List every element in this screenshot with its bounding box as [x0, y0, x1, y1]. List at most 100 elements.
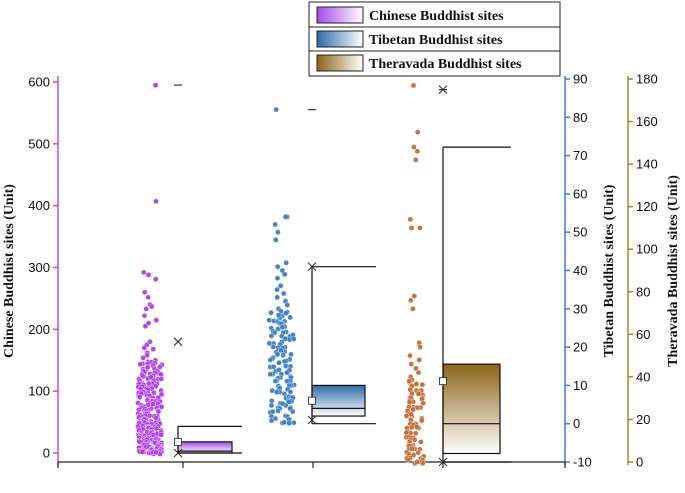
data-point [140, 373, 146, 380]
data-point [413, 381, 420, 387]
data-point [143, 306, 149, 312]
data-point [141, 345, 148, 351]
data-point [284, 302, 291, 308]
data-point [267, 357, 274, 363]
legend: Chinese Buddhist sites Tibetan Buddhist s… [308, 1, 561, 77]
data-point [274, 275, 281, 282]
legend-swatch [316, 30, 364, 48]
data-point [277, 282, 284, 289]
data-point [148, 303, 155, 310]
data-point [417, 225, 423, 231]
data-point [414, 129, 421, 135]
data-point [155, 408, 162, 415]
data-point [273, 106, 280, 113]
data-point [139, 449, 146, 455]
data-point [278, 347, 284, 354]
mean-marker [439, 377, 447, 386]
percentile-marker [173, 448, 183, 458]
data-point [140, 354, 146, 361]
data-point [137, 361, 143, 368]
data-point [407, 352, 413, 359]
right-axis-theravada-tick-label: 140 [636, 157, 658, 172]
data-point [414, 148, 421, 155]
left-axis-tick-label: 300 [28, 260, 50, 275]
right-axis-theravada-tick-label: 60 [636, 327, 650, 342]
legend-label: Theravada Buddhist sites [369, 57, 522, 72]
right-axis-theravada-tick-label: 180 [636, 72, 658, 87]
data-point [287, 388, 294, 395]
data-point [281, 271, 288, 278]
data-point [290, 336, 297, 342]
data-point [286, 399, 292, 405]
data-point [267, 371, 274, 378]
data-point [276, 360, 282, 366]
data-point [136, 394, 143, 401]
legend-label: Chinese Buddhist sites [369, 9, 504, 24]
data-point [279, 324, 286, 331]
data-point [411, 293, 418, 299]
box [442, 363, 501, 455]
right-axis-tibetan-tick-label: 10 [573, 378, 587, 393]
right-axis-tibetan-tick-label: 90 [573, 72, 587, 87]
data-point [272, 237, 279, 243]
data-point [286, 420, 292, 426]
data-point [274, 351, 281, 358]
data-point [411, 436, 418, 443]
data-point [410, 305, 416, 312]
left-axis-title: Chinese Buddhist sites (Unit) [2, 184, 17, 358]
right-axis-tibetan-tick-label: -10 [573, 455, 592, 470]
data-point [272, 378, 279, 384]
legend-swatch [316, 6, 364, 24]
data-point [140, 269, 147, 276]
series-chinese [135, 82, 242, 458]
right-axis-tibetan-tick-label: 30 [573, 301, 587, 316]
data-point [266, 340, 273, 347]
left-axis-tick-label: 0 [43, 446, 50, 461]
data-point [269, 408, 276, 415]
right-axis-theravada-tick-label: 100 [636, 242, 658, 257]
data-point [415, 369, 422, 376]
box [311, 384, 366, 417]
right-axis-theravada-tick-label: 80 [636, 284, 650, 299]
data-point [280, 352, 286, 359]
data-point [408, 411, 415, 418]
series-tibetan [266, 106, 376, 426]
data-point [279, 400, 286, 407]
data-point [158, 431, 164, 438]
left-axis-tick-label: 100 [28, 384, 50, 399]
data-point [273, 389, 280, 395]
left-axis-tick-label: 400 [28, 198, 50, 213]
data-point [290, 419, 297, 426]
left-axis-tick-label: 600 [28, 75, 50, 90]
data-point [268, 402, 275, 409]
right-axis-tibetan-tick-label: 70 [573, 148, 587, 163]
data-point [406, 378, 413, 384]
data-point [136, 438, 143, 445]
data-point [145, 294, 151, 301]
data-point [403, 413, 410, 419]
data-point [275, 312, 282, 318]
data-point [150, 346, 156, 352]
mean-marker [308, 396, 316, 405]
series-theravada [403, 82, 511, 467]
data-point [407, 297, 414, 304]
data-point [158, 403, 165, 410]
data-point [284, 378, 290, 384]
mean-marker [174, 437, 182, 446]
right-axis-tibetan-tick-label: 80 [573, 110, 587, 125]
data-point [144, 352, 150, 359]
data-point [158, 376, 165, 382]
data-point [151, 389, 157, 396]
data-point [274, 294, 281, 301]
data-point [284, 369, 290, 376]
data-point [410, 406, 416, 413]
percentile-marker [438, 457, 448, 467]
right-axis-tibetan-tick-label: 60 [573, 186, 587, 201]
data-point [276, 366, 282, 373]
data-point [407, 216, 414, 223]
data-point [268, 417, 275, 424]
right-axis-tibetan-tick-label: 20 [573, 340, 587, 355]
data-point [414, 459, 420, 465]
data-point [410, 82, 417, 89]
